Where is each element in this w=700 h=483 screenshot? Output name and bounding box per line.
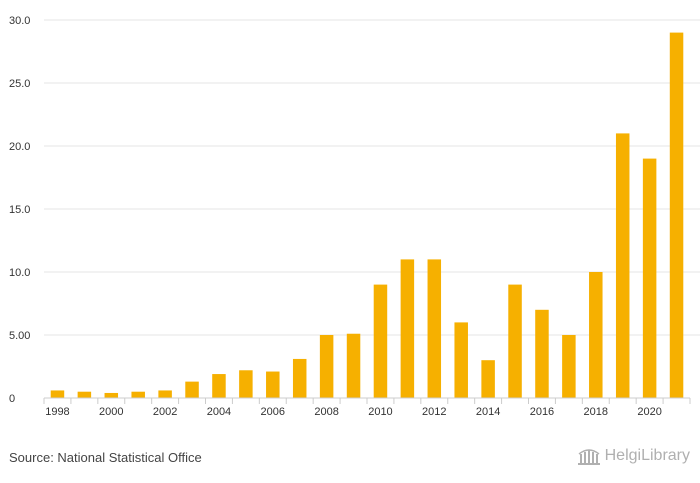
x-tick-label: 2000 — [99, 406, 123, 418]
bar[interactable] — [50, 390, 65, 398]
x-tick-label: 2012 — [422, 406, 446, 418]
y-tick-label: 15.0 — [9, 204, 30, 216]
x-axis-ticks: 1998 2000 2002 2004 2006 2008 2010 2012 2014 2016… — [43, 398, 691, 418]
bar[interactable] — [158, 390, 172, 398]
bar[interactable] — [104, 392, 119, 398]
x-tick-label: 2004 — [207, 406, 231, 418]
x-tick-label: 2014 — [476, 406, 500, 418]
y-tick-label: 5.00 — [9, 330, 30, 342]
bars — [50, 32, 684, 398]
bar[interactable] — [615, 133, 630, 398]
bar[interactable] — [373, 284, 388, 398]
bar[interactable] — [535, 309, 549, 398]
bar[interactable] — [346, 333, 361, 398]
bar[interactable] — [589, 272, 603, 398]
bar[interactable] — [319, 335, 334, 398]
bar[interactable] — [454, 322, 468, 398]
x-tick-label: 1998 — [45, 406, 69, 418]
x-tick-label: 2006 — [261, 406, 285, 418]
y-tick-label: 25.0 — [9, 78, 30, 90]
bar[interactable] — [642, 158, 657, 398]
x-tick-label: 2008 — [314, 406, 338, 418]
bar[interactable] — [427, 259, 442, 398]
y-tick-label: 10.0 — [9, 267, 30, 279]
bar[interactable] — [292, 358, 307, 398]
y-tick-label: 20.0 — [9, 141, 30, 153]
brand-logo[interactable]: HelgiLibrary — [577, 446, 690, 466]
bar[interactable] — [239, 370, 253, 398]
bar[interactable] — [185, 381, 199, 398]
bar[interactable] — [212, 374, 226, 398]
bar-chart: 0 5.00 10.0 15.0 20.0 25.0 30.0 1998 2000 2002 20… — [9, 15, 700, 418]
y-tick-label: 0 — [9, 393, 15, 405]
bar[interactable] — [77, 391, 92, 398]
bar[interactable] — [669, 32, 684, 398]
y-axis-ticks: 0 5.00 10.0 15.0 20.0 25.0 30.0 — [9, 15, 30, 405]
x-tick-label: 2020 — [637, 406, 661, 418]
bar[interactable] — [131, 391, 145, 398]
x-tick-label: 2010 — [368, 406, 392, 418]
bar[interactable] — [400, 259, 415, 398]
brand-name: HelgiLibrary — [604, 447, 690, 464]
library-building-icon — [577, 449, 600, 465]
bar[interactable] — [481, 360, 495, 398]
bar[interactable] — [562, 335, 576, 398]
source-note: Source: National Statistical Office — [9, 450, 202, 465]
x-tick-label: 2002 — [153, 406, 177, 418]
x-tick-label: 2016 — [530, 406, 554, 418]
y-tick-label: 30.0 — [9, 15, 30, 27]
bar[interactable] — [266, 371, 280, 398]
bar[interactable] — [508, 284, 522, 398]
x-tick-label: 2018 — [584, 406, 608, 418]
